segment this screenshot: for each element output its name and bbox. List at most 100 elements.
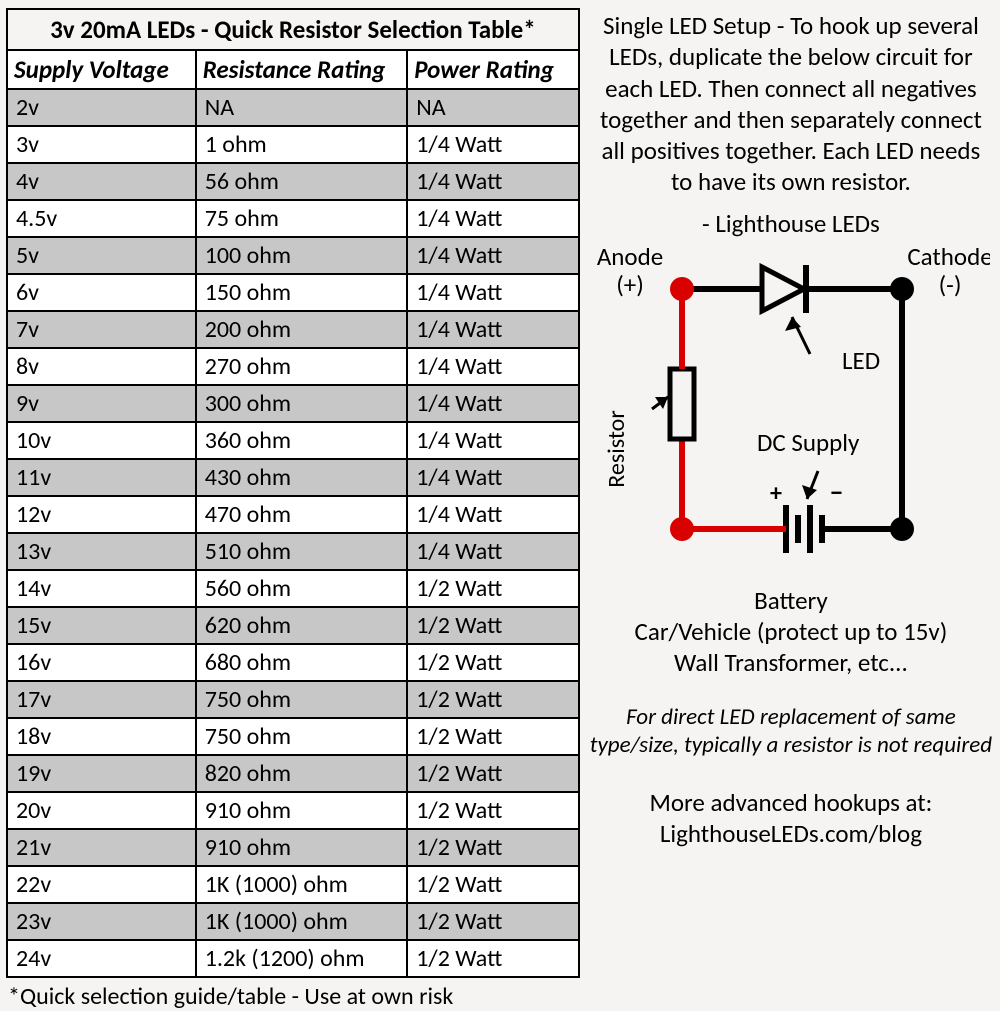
table-row: 22v1K (1000) ohm1/2 Watt: [7, 866, 579, 903]
table-row: 9v300 ohm1/4 Watt: [7, 385, 579, 422]
table-row: 14v560 ohm1/2 Watt: [7, 570, 579, 607]
battery-plus: +: [770, 479, 782, 508]
table-cell: 1/2 Watt: [407, 570, 579, 607]
table-header-row: Supply Voltage Resistance Rating Power R…: [7, 50, 579, 89]
table-cell: 19v: [7, 755, 196, 792]
table-row: 6v150 ohm1/4 Watt: [7, 274, 579, 311]
cathode-sign: (-): [938, 269, 961, 300]
table-cell: 680 ohm: [196, 644, 408, 681]
table-cell: 820 ohm: [196, 755, 408, 792]
table-row: 7v200 ohm1/4 Watt: [7, 311, 579, 348]
table-cell: 750 ohm: [196, 681, 408, 718]
table-cell: 13v: [7, 533, 196, 570]
table-cell: 4v: [7, 163, 196, 200]
table-cell: 1/4 Watt: [407, 126, 579, 163]
table-cell: NA: [196, 89, 408, 126]
table-cell: 1/2 Watt: [407, 940, 579, 977]
table-cell: 1/4 Watt: [407, 311, 579, 348]
table-cell: 1/4 Watt: [407, 533, 579, 570]
table-row: 4v56 ohm1/4 Watt: [7, 163, 579, 200]
table-row: 4.5v75 ohm1/4 Watt: [7, 200, 579, 237]
table-cell: 4.5v: [7, 200, 196, 237]
table-cell: 12v: [7, 496, 196, 533]
table-cell: 11v: [7, 459, 196, 496]
table-cell: 1.2k (1200) ohm: [196, 940, 408, 977]
table-row: 11v430 ohm1/4 Watt: [7, 459, 579, 496]
table-cell: 1/4 Watt: [407, 385, 579, 422]
table-cell: 1/4 Watt: [407, 200, 579, 237]
table-row: 16v680 ohm1/2 Watt: [7, 644, 579, 681]
table-cell: 9v: [7, 385, 196, 422]
table-cell: 1/2 Watt: [407, 866, 579, 903]
battery-minus: −: [830, 476, 843, 508]
cathode-label: Cathode: [907, 241, 990, 272]
table-cell: 560 ohm: [196, 570, 408, 607]
table-cell: 150 ohm: [196, 274, 408, 311]
table-cell: 100 ohm: [196, 237, 408, 274]
table-row: 15v620 ohm1/2 Watt: [7, 607, 579, 644]
table-cell: 1 ohm: [196, 126, 408, 163]
table-cell: 1/2 Watt: [407, 829, 579, 866]
table-cell: 23v: [7, 903, 196, 940]
table-row: 18v750 ohm1/2 Watt: [7, 718, 579, 755]
signoff-text: - Lighthouse LEDs: [702, 208, 880, 239]
table-cell: 200 ohm: [196, 311, 408, 348]
table-cell: 7v: [7, 311, 196, 348]
table-cell: 1/2 Watt: [407, 792, 579, 829]
table-row: 3v1 ohm1/4 Watt: [7, 126, 579, 163]
supply-caption: Battery Car/Vehicle (protect up to 15v) …: [635, 585, 948, 679]
table-row: 24v1.2k (1200) ohm1/2 Watt: [7, 940, 579, 977]
col-power-rating: Power Rating: [407, 50, 579, 89]
table-cell: 14v: [7, 570, 196, 607]
table-row: 17v750 ohm1/2 Watt: [7, 681, 579, 718]
table-cell: 270 ohm: [196, 348, 408, 385]
table-cell: 22v: [7, 866, 196, 903]
table-cell: 3v: [7, 126, 196, 163]
intro-text: Single LED Setup - To hook up several LE…: [588, 8, 994, 204]
table-cell: 300 ohm: [196, 385, 408, 422]
table-cell: 20v: [7, 792, 196, 829]
table-row: 19v820 ohm1/2 Watt: [7, 755, 579, 792]
table-cell: 18v: [7, 718, 196, 755]
table-row: 5v100 ohm1/4 Watt: [7, 237, 579, 274]
table-title: 3v 20mA LEDs - Quick Resistor Selection …: [6, 8, 580, 49]
led-label: LED: [842, 345, 880, 376]
table-row: 12v470 ohm1/4 Watt: [7, 496, 579, 533]
table-cell: 620 ohm: [196, 607, 408, 644]
table-row: 10v360 ohm1/4 Watt: [7, 422, 579, 459]
anode-sign: (+): [616, 269, 644, 300]
col-resistance-rating: Resistance Rating: [196, 50, 408, 89]
table-cell: 16v: [7, 644, 196, 681]
table-cell: 1/4 Watt: [407, 163, 579, 200]
table-cell: 1/2 Watt: [407, 755, 579, 792]
table-row: 20v910 ohm1/2 Watt: [7, 792, 579, 829]
replacement-note: For direct LED replacement of same type/…: [588, 704, 994, 759]
table-cell: 75 ohm: [196, 200, 408, 237]
table-cell: 1/2 Watt: [407, 607, 579, 644]
more-info: More advanced hookups at: LighthouseLEDs…: [649, 787, 932, 849]
table-row: 21v910 ohm1/2 Watt: [7, 829, 579, 866]
table-footnote: *Quick selection guide/table - Use at ow…: [6, 978, 580, 1011]
table-cell: 21v: [7, 829, 196, 866]
table-row: 13v510 ohm1/4 Watt: [7, 533, 579, 570]
table-cell: 1/2 Watt: [407, 903, 579, 940]
circuit-diagram: Anode (+) Cathode (-) LED Resistor DC Su…: [592, 239, 990, 579]
table-cell: 750 ohm: [196, 718, 408, 755]
resistor-label: Resistor: [602, 410, 631, 487]
table-row: 2vNANA: [7, 89, 579, 126]
table-cell: 10v: [7, 422, 196, 459]
col-supply-voltage: Supply Voltage: [7, 50, 196, 89]
table-cell: NA: [407, 89, 579, 126]
table-cell: 1/2 Watt: [407, 681, 579, 718]
table-cell: 8v: [7, 348, 196, 385]
table-cell: 1/4 Watt: [407, 459, 579, 496]
table-cell: 5v: [7, 237, 196, 274]
table-cell: 1K (1000) ohm: [196, 866, 408, 903]
table-cell: 1/4 Watt: [407, 348, 579, 385]
table-cell: 910 ohm: [196, 792, 408, 829]
table-cell: 430 ohm: [196, 459, 408, 496]
table-cell: 510 ohm: [196, 533, 408, 570]
table-cell: 56 ohm: [196, 163, 408, 200]
table-cell: 1K (1000) ohm: [196, 903, 408, 940]
table-cell: 470 ohm: [196, 496, 408, 533]
